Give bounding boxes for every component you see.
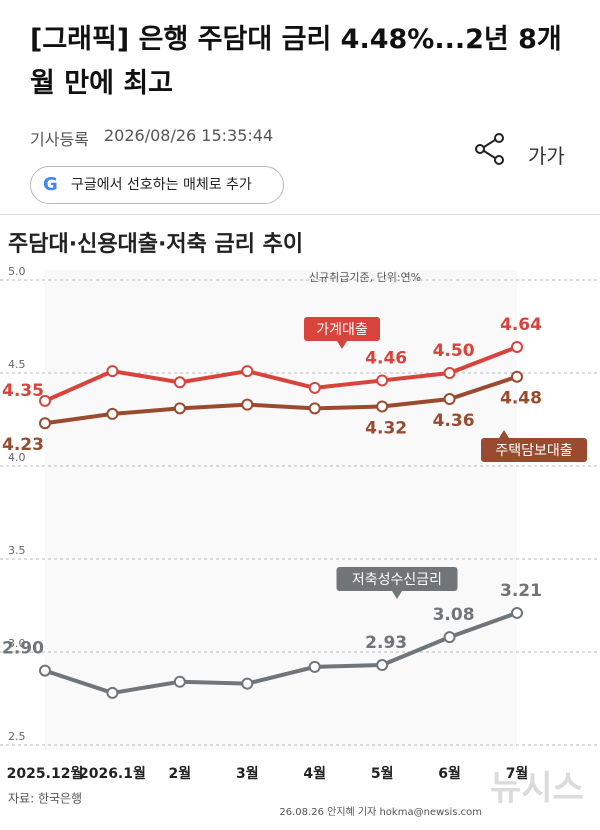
date-label: 기사등록 xyxy=(30,130,89,149)
y-tick-label: 2.5 xyxy=(8,730,26,743)
data-label: 4.50 xyxy=(433,341,475,361)
data-point xyxy=(308,402,321,415)
x-tick-label: 2월 xyxy=(169,765,192,782)
y-tick-label: 4.5 xyxy=(8,358,26,371)
series-line xyxy=(44,611,518,695)
data-point xyxy=(308,381,321,394)
y-tick-label: 3.0 xyxy=(8,637,26,650)
data-point xyxy=(39,394,51,407)
data-point xyxy=(173,402,186,415)
data-point xyxy=(511,340,523,353)
data-label: 3.21 xyxy=(500,581,542,601)
data-point xyxy=(106,686,119,699)
x-tick-label: 7월 xyxy=(506,765,529,782)
legend-label: 주택담보대출 xyxy=(495,443,572,459)
data-label: 2.90 xyxy=(2,639,44,659)
source: 자료: 한국은행 xyxy=(8,791,82,806)
x-tick-label: 2026.1월 xyxy=(79,765,146,782)
watermark: 뉴시스 xyxy=(490,769,584,809)
chart-title: 주담대·신용대출·저축 금리 추이 xyxy=(8,232,303,257)
data-point xyxy=(376,400,389,413)
data-point xyxy=(443,367,456,379)
data-label: 4.48 xyxy=(500,389,542,409)
series-label-pointer xyxy=(499,430,509,438)
divider xyxy=(0,214,600,215)
data-point xyxy=(511,606,523,619)
x-tick-label: 5월 xyxy=(371,765,394,782)
data-point xyxy=(241,398,254,411)
x-tick-label: 4월 xyxy=(303,765,326,782)
legend-label: 저축성수신금리 xyxy=(352,572,442,588)
data-label: 4.36 xyxy=(433,411,475,431)
x-tick-label: 3월 xyxy=(236,765,259,782)
series-label-box xyxy=(481,438,587,462)
data-point xyxy=(443,631,456,644)
data-point xyxy=(376,659,389,672)
data-point xyxy=(173,376,186,389)
data-point xyxy=(376,374,389,387)
date: 2026/08/26 15:35:44 xyxy=(104,126,274,145)
data-point xyxy=(511,370,523,383)
series-label-box xyxy=(304,317,380,341)
series-line xyxy=(44,374,518,426)
data-label: 3.08 xyxy=(433,605,475,625)
data-point xyxy=(241,677,254,690)
headline: [그래픽] 은행 주담대 금리 4.48%...2년 8개월 만에 최고 xyxy=(30,24,562,99)
data-label: 4.35 xyxy=(2,381,44,401)
data-point xyxy=(173,675,186,688)
share-button[interactable] xyxy=(474,132,508,166)
data-point xyxy=(241,365,254,378)
plot-background xyxy=(45,270,517,750)
series-label-pointer xyxy=(337,341,347,349)
data-label: 2.93 xyxy=(365,633,407,653)
y-tick-label: 5.0 xyxy=(8,265,26,278)
data-point xyxy=(443,393,456,406)
font-size-button[interactable]: 가가 xyxy=(528,144,565,168)
article-header: [그래픽] 은행 주담대 금리 4.48%...2년 8개월 만에 최고 기사등… xyxy=(0,0,600,215)
data-label: 4.23 xyxy=(2,435,44,455)
series-label-box xyxy=(336,567,458,591)
y-tick-label: 4.0 xyxy=(8,451,26,464)
x-tick-label: 6월 xyxy=(438,765,461,782)
chart-subtitle: 신규취급기준, 단위:연% xyxy=(309,271,421,284)
data-point xyxy=(39,417,51,430)
google-icon: G xyxy=(43,174,58,195)
legend-label: 가계대출 xyxy=(316,322,368,338)
data-point xyxy=(106,365,119,378)
credit: 26.08.26 안지혜 기자 hokma@newsis.com xyxy=(279,806,482,818)
google-button-label: 구글에서 선호하는 매체로 추가 xyxy=(71,177,252,193)
data-label: 4.32 xyxy=(365,418,407,438)
series-line xyxy=(44,345,518,403)
data-point xyxy=(106,407,119,420)
data-label: 4.64 xyxy=(500,315,542,335)
google-button[interactable]: G 구글에서 선호하는 매체로 추가 xyxy=(30,166,284,204)
data-point xyxy=(39,664,51,677)
data-label: 4.46 xyxy=(365,348,407,368)
data-point xyxy=(308,660,321,673)
series-label-pointer xyxy=(392,591,402,599)
y-tick-label: 3.5 xyxy=(8,544,26,557)
x-tick-label: 2025.12월 xyxy=(7,765,84,782)
